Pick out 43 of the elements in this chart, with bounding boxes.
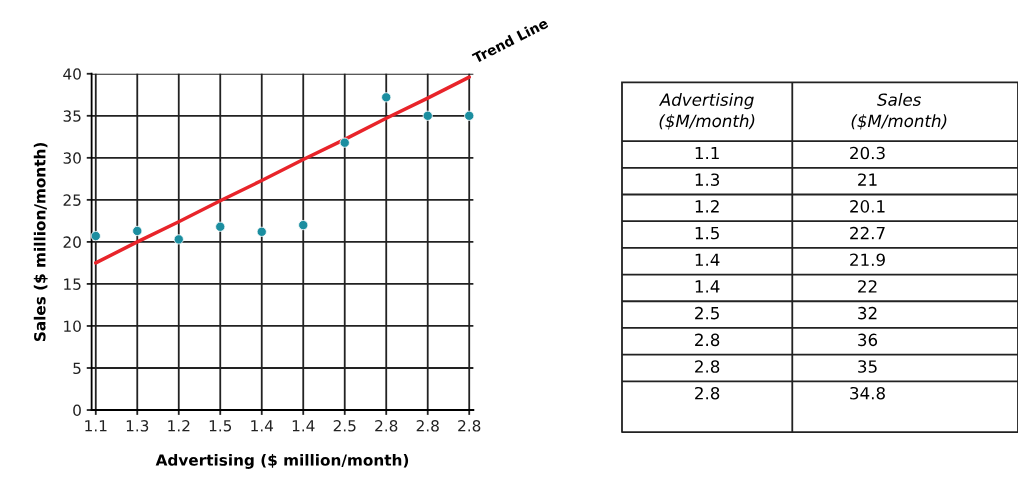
category-label: 2.8 <box>695 360 720 373</box>
y-tick-label: 30 <box>63 152 81 164</box>
category-label: 1.5 <box>695 226 719 240</box>
data-label: 20.3 <box>850 146 885 160</box>
y-tick-label: 35 <box>63 110 81 122</box>
x-tick-label: 1.5 <box>209 420 232 432</box>
text: Advertising ($M/month) <box>658 93 755 130</box>
data-label: 21 <box>858 173 877 186</box>
x-tick-label: 2.8 <box>375 420 398 432</box>
category-label: 1.1 <box>695 146 719 160</box>
x-tick-label: 1.4 <box>251 420 274 432</box>
category-label: 2.8 <box>695 333 720 347</box>
y-tick-label: 15 <box>64 278 81 290</box>
data-label: 32 <box>858 306 877 320</box>
y-tick-label: 40 <box>63 68 81 80</box>
x-axis-title: Advertising ($ million/month) <box>155 453 409 469</box>
x-tick-label: 1.3 <box>126 420 149 432</box>
y-tick-label: 20 <box>63 236 81 248</box>
data-label: 36 <box>858 333 878 347</box>
data-label: 34.8 <box>850 386 885 400</box>
category-label: 2.5 <box>695 306 719 320</box>
category-label: 1.2 <box>695 200 719 213</box>
x-tick-label: 1.2 <box>168 420 190 432</box>
data-label: 35 <box>858 360 877 373</box>
data-label: 22 <box>858 280 877 293</box>
data-label: 22.7 <box>850 226 885 240</box>
y-tick-label: 5 <box>73 362 81 375</box>
x-tick-label: 2.8 <box>416 420 439 432</box>
y-axis-title: Sales ($ million/month) <box>33 142 48 342</box>
category-label: 2.8 <box>695 386 720 400</box>
x-tick-label: 1.1 <box>85 420 107 432</box>
y-tick-label: 10 <box>64 320 81 332</box>
x-tick-label: 2.8 <box>458 420 481 432</box>
category-label: 1.4 <box>695 280 720 293</box>
x-tick-label: 2.5 <box>333 420 356 432</box>
category-label: 1.4 <box>695 253 720 266</box>
y-tick-label: 25 <box>63 194 81 206</box>
data-label: 20.1 <box>850 200 885 213</box>
category-label: 1.3 <box>695 173 720 186</box>
data-label: 21.9 <box>850 253 885 267</box>
y-tick-label: 0 <box>73 404 81 417</box>
text: Sales ($M/month) <box>851 93 947 130</box>
x-tick-label: 1.4 <box>292 420 315 432</box>
